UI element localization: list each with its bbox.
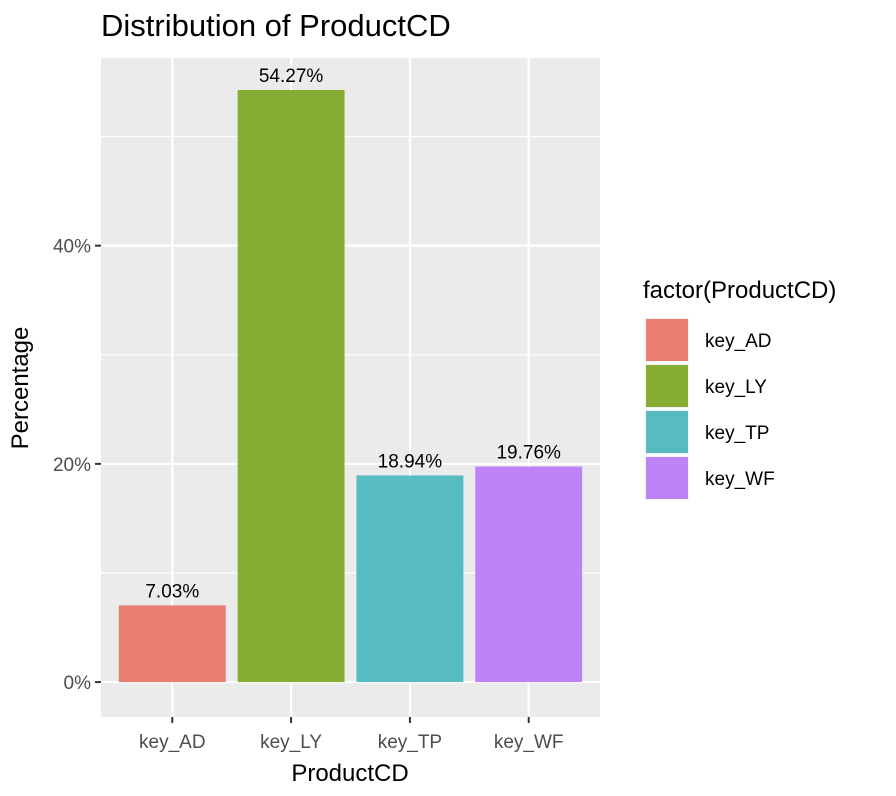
legend-swatch-key_LY <box>646 365 688 407</box>
bar-label-key_LY: 54.27% <box>259 66 324 87</box>
legend-items: key_AD key_LY key_TP key_WF <box>645 318 775 500</box>
bar-key_WF <box>475 466 583 683</box>
bar-labels: 7.03% 54.27% 18.94% 19.76% <box>145 66 561 602</box>
legend-swatch-key_AD <box>646 319 688 361</box>
legend-label-key_WF: key_WF <box>705 469 775 490</box>
legend-label-key_TP: key_TP <box>705 423 769 444</box>
legend-swatch-key_TP <box>646 411 688 453</box>
bar-label-key_TP: 18.94% <box>378 451 443 472</box>
legend: factor(ProductCD) key_ADkey_LYkey_TPkey_… <box>643 277 836 500</box>
x-tick-label: key_WF <box>494 732 564 753</box>
bar-key_TP <box>356 475 464 683</box>
y-tick-label: 40% <box>53 237 91 258</box>
y-tick-label: 0% <box>64 673 92 694</box>
bars <box>118 89 583 683</box>
bar-label-key_WF: 19.76% <box>496 442 561 463</box>
legend-title: factor(ProductCD) <box>643 277 836 304</box>
chart-title: Distribution of ProductCD <box>101 8 451 43</box>
y-axis-title: Percentage <box>7 327 34 450</box>
y-axis: 0% 20% 40% <box>53 237 101 694</box>
y-tick-label: 20% <box>53 455 91 476</box>
legend-label-key_AD: key_AD <box>705 331 772 352</box>
x-axis: key_AD key_LY key_TP key_WF <box>139 717 564 753</box>
x-tick-label: key_LY <box>260 732 322 753</box>
legend-swatch-key_WF <box>646 457 688 499</box>
x-axis-title: ProductCD <box>291 760 408 787</box>
bar-label-key_AD: 7.03% <box>145 581 199 602</box>
x-tick-label: key_TP <box>378 732 442 753</box>
x-tick-label: key_AD <box>139 732 206 753</box>
bar-key_AD <box>118 605 226 683</box>
legend-label-key_LY: key_LY <box>705 377 767 398</box>
bar-key_LY <box>237 89 345 683</box>
